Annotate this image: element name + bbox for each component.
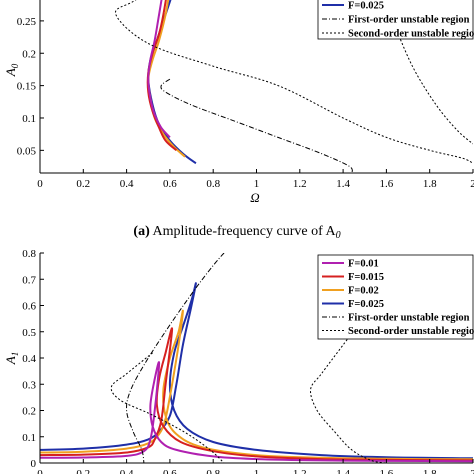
chart-b: 0 0.2 0.4 0.6 0.8 1 1.2 1.4 1.6 1.8 2 0 0.1 0.2 0.3 0.4…	[3, 248, 474, 474]
chart-a-y-label: A0	[3, 63, 20, 77]
chart-a-y-tick-label: 0.15	[17, 81, 37, 93]
chart-b-y-tick-label: 0.4	[22, 353, 36, 365]
chart-a-x-tick-label: 0.6	[163, 178, 177, 190]
chart-a-legend-label: First-order unstable region	[348, 15, 470, 26]
chart-a-x-tick-label: 1.8	[423, 178, 437, 190]
chart-a-x-tick-label: 0.8	[206, 178, 220, 190]
chart-a-legend-label: F=0.025	[348, 1, 384, 12]
chart-b-y-tick-label: 0.3	[22, 379, 36, 391]
chart-a-x-tick-label: 0.4	[120, 178, 134, 190]
chart-a-x-tick-label: 1.4	[336, 178, 350, 190]
chart-a: 0 0.2 0.4 0.6 0.8 1 1.2 1.4 1.6 1.8 2 0.05 0.1 0.15 0.…	[3, 0, 474, 205]
chart-b-x-tick-label: 1.6	[380, 468, 394, 474]
chart-b-legend-label: F=0.015	[348, 272, 384, 283]
chart-b-y-tick-label: 0.1	[22, 432, 36, 444]
chart-a-series-4	[160, 78, 353, 173]
chart-a-x-tick-label: 0.2	[76, 178, 90, 190]
chart-a-series-6	[392, 20, 473, 145]
chart-b-x-tick-label: 0.8	[206, 468, 220, 474]
chart-b-series-4	[126, 253, 225, 463]
chart-a-legend-label: Second-order unstable region	[348, 29, 474, 40]
chart-b-y-tick-label: 0.7	[22, 274, 36, 286]
chart-b-x-tick-label: 1.2	[293, 468, 307, 474]
chart-b-y-tick-label: 0.2	[22, 406, 36, 418]
chart-b-x-tick-label: 1	[254, 468, 260, 474]
chart-a-x-tick-label: 1	[254, 178, 260, 190]
chart-b-legend: F=0.01 F=0.015 F=0.02 F=0.025 First-order un…	[317, 254, 474, 340]
chart-b-y-tick-label: 0.5	[22, 327, 36, 339]
chart-b-legend-box	[317, 254, 474, 340]
chart-b-legend-label: F=0.02	[348, 286, 379, 297]
chart-b-y-tick-label: 0	[31, 458, 37, 470]
chart-a-x-tick-label: 2	[470, 178, 474, 190]
chart-a-y-tick-label: 0.25	[17, 16, 37, 28]
chart-b-y-tick-label: 0.8	[22, 248, 36, 260]
chart-b-legend-label: First-order unstable region	[348, 313, 470, 324]
chart-b-x-tick-label: 2	[470, 468, 474, 474]
chart-b-x-tick-label: 0.6	[163, 468, 177, 474]
caption-a: (a) Amplitude-frequency curve of A0	[133, 224, 340, 241]
chart-a-series	[114, 0, 473, 173]
chart-b-series-2	[40, 327, 473, 462]
chart-a-x-tick-label: 1.2	[293, 178, 307, 190]
chart-b-legend-label: F=0.025	[348, 299, 384, 310]
chart-b-y-tick-label: 0.6	[22, 301, 36, 313]
chart-a-y-tick-label: 0.1	[22, 113, 36, 125]
chart-b-x-tick-label: 1.8	[423, 468, 437, 474]
chart-b-series	[40, 253, 473, 463]
chart-b-legend-label: Second-order unstable region	[348, 326, 474, 337]
chart-b-x-tick-label: 1.4	[336, 468, 350, 474]
chart-b-series-3	[40, 361, 473, 463]
chart-b-legend-label: F=0.01	[348, 259, 379, 270]
chart-b-series-6	[310, 310, 387, 463]
chart-b-x-tick-label: 0.4	[120, 468, 134, 474]
chart-a-series-5	[114, 0, 473, 164]
chart-a-x-label: Ω	[250, 190, 259, 205]
chart-b-series-0	[40, 282, 473, 460]
chart-a-x-tick-label: 0	[37, 178, 43, 190]
chart-b-x-tick-label: 0	[37, 468, 43, 474]
chart-b-x-tick-label: 0.2	[76, 468, 90, 474]
chart-a-series-0	[147, 0, 197, 165]
chart-a-x-tick-label: 1.6	[380, 178, 394, 190]
chart-b-y-label: A1	[3, 352, 20, 365]
chart-a-legend: F=0.025 First-order unstable region Second…	[317, 0, 474, 40]
chart-a-series-3	[147, 0, 171, 139]
chart-b-series-5	[110, 352, 225, 463]
chart-a-ticks: 0 0.2 0.4 0.6 0.8 1 1.2 1.4 1.6 1.8 2 0.05 0.1 0.15 0.…	[17, 16, 474, 190]
chart-b-ticks: 0 0.2 0.4 0.6 0.8 1 1.2 1.4 1.6 1.8 2 0 0.1 0.2 0.3 0.4…	[22, 248, 474, 474]
chart-a-y-tick-label: 0.2	[22, 48, 36, 60]
chart-a-y-tick-label: 0.05	[17, 145, 37, 157]
